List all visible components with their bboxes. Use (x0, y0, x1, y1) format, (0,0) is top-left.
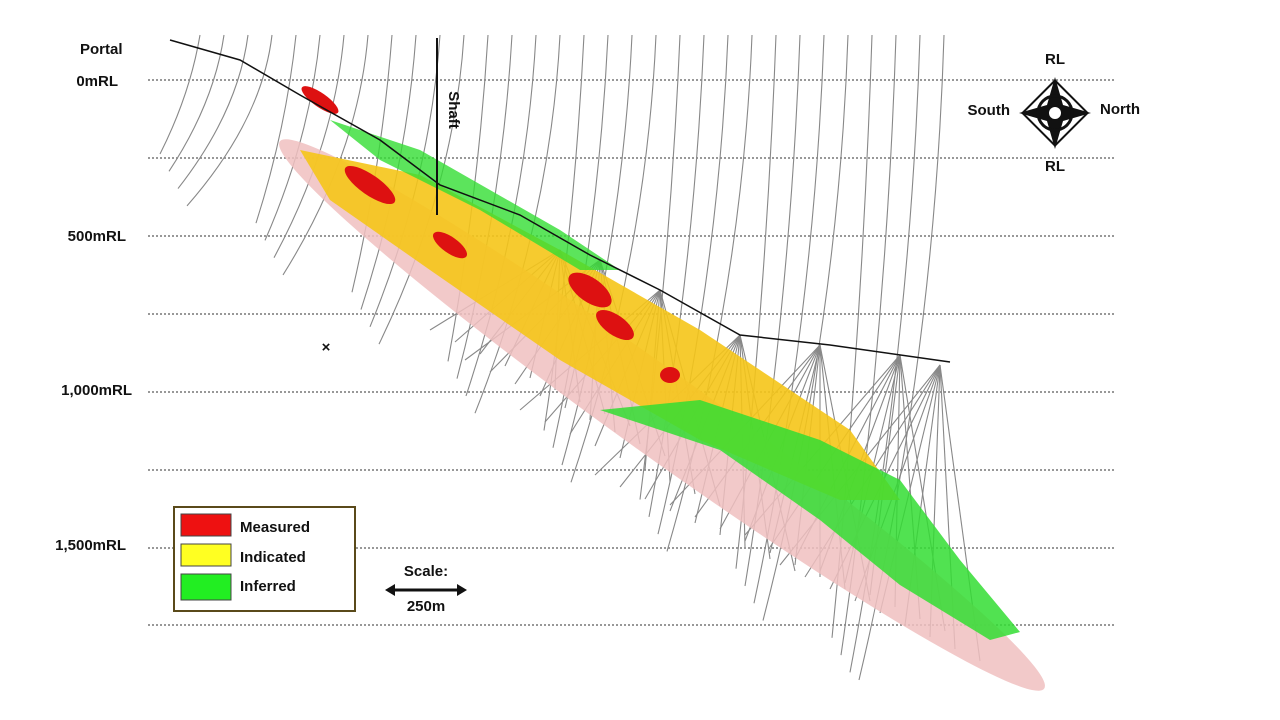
compass-bottom: RL (1045, 158, 1065, 175)
measured-zone (596, 309, 634, 341)
level-label: 0mRL (76, 73, 118, 90)
legend-label: Indicated (240, 549, 306, 566)
compass-diag (1021, 79, 1089, 147)
drill-hole (159, 34, 201, 155)
scale-bar: Scale: 250m (385, 563, 467, 615)
decline (169, 39, 951, 363)
inferred-zone (600, 400, 1020, 640)
measured-zone (301, 86, 339, 114)
drill-hole (273, 34, 345, 258)
compass-top: RL (1045, 51, 1065, 68)
scale-arrow (457, 584, 467, 596)
measured-zone (660, 367, 680, 383)
measured-zone (432, 231, 468, 259)
compass-center (1049, 107, 1061, 119)
measured-zone (344, 165, 396, 205)
scale-arrow (385, 584, 395, 596)
compass-ring (1036, 94, 1074, 132)
drill-hole (177, 34, 249, 189)
level-label: 1,500mRL (55, 537, 126, 554)
scale-length: 250m (407, 598, 445, 615)
legend-label: Measured (240, 519, 310, 536)
legend-label: Inferred (240, 578, 296, 595)
drill-hole (282, 34, 369, 276)
drill-hole (561, 34, 633, 466)
legend-swatch (180, 513, 232, 537)
measured-zones (301, 86, 680, 383)
compass: RL South North RL (968, 51, 1141, 175)
drill-hole (351, 34, 393, 293)
drill-hole (186, 34, 273, 207)
marker: × (322, 339, 331, 356)
level-label: 1,000mRL (61, 382, 132, 399)
level-label: 500mRL (68, 228, 126, 245)
portal-label: Portal (80, 41, 123, 58)
drill-hole (570, 34, 657, 483)
scale-title: Scale: (404, 563, 448, 580)
drill-hole (255, 34, 297, 224)
drill-hole (264, 34, 321, 241)
legend: Measured Indicated Inferred (173, 506, 356, 612)
compass-left: South (968, 102, 1011, 119)
legend-swatch (180, 543, 232, 567)
drill-hole (168, 34, 225, 172)
measured-zone (568, 272, 612, 308)
legend-swatch (180, 573, 232, 601)
shaft-label: Shaft (445, 91, 462, 129)
compass-right: North (1100, 101, 1140, 118)
